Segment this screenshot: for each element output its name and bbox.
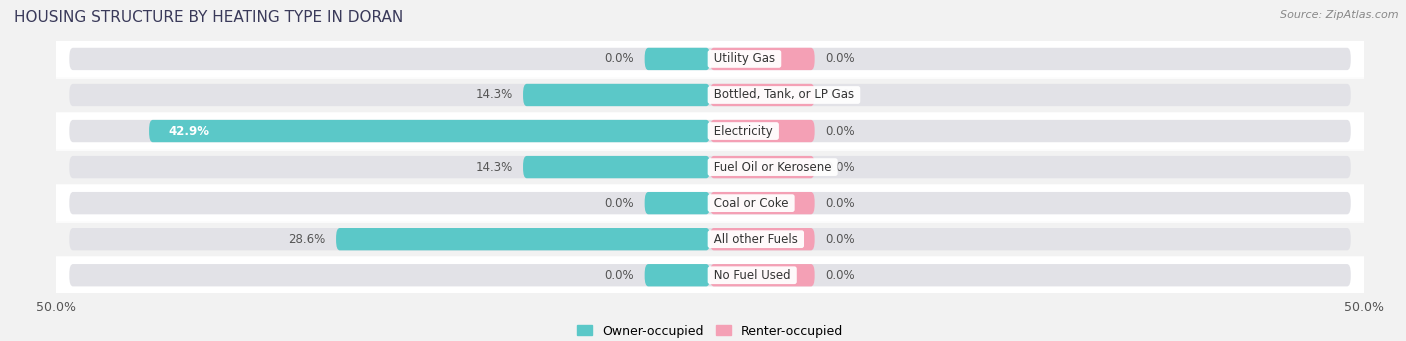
FancyBboxPatch shape [69,48,1351,70]
Text: Coal or Coke: Coal or Coke [710,197,792,210]
Text: 0.0%: 0.0% [825,89,855,102]
Bar [30,185,1391,221]
Bar [30,77,1391,113]
Text: Utility Gas: Utility Gas [710,53,779,65]
Text: 0.0%: 0.0% [825,161,855,174]
Text: HOUSING STRUCTURE BY HEATING TYPE IN DORAN: HOUSING STRUCTURE BY HEATING TYPE IN DOR… [14,10,404,25]
FancyBboxPatch shape [644,192,710,214]
FancyBboxPatch shape [710,264,814,286]
FancyBboxPatch shape [710,156,814,178]
FancyBboxPatch shape [523,84,710,106]
Text: 0.0%: 0.0% [825,124,855,137]
Text: 14.3%: 14.3% [475,89,513,102]
FancyBboxPatch shape [644,48,710,70]
FancyBboxPatch shape [710,192,814,214]
Text: No Fuel Used: No Fuel Used [710,269,794,282]
FancyBboxPatch shape [523,156,710,178]
Text: 42.9%: 42.9% [169,124,209,137]
Text: Electricity: Electricity [710,124,776,137]
FancyBboxPatch shape [69,264,1351,286]
Text: 0.0%: 0.0% [605,269,634,282]
Text: Bottled, Tank, or LP Gas: Bottled, Tank, or LP Gas [710,89,858,102]
FancyBboxPatch shape [710,84,814,106]
Bar [30,257,1391,293]
FancyBboxPatch shape [69,84,1351,106]
FancyBboxPatch shape [336,228,710,250]
Bar [30,113,1391,149]
Text: 0.0%: 0.0% [605,197,634,210]
Text: Source: ZipAtlas.com: Source: ZipAtlas.com [1281,10,1399,20]
Text: 28.6%: 28.6% [288,233,326,246]
Text: 14.3%: 14.3% [475,161,513,174]
FancyBboxPatch shape [69,228,1351,250]
FancyBboxPatch shape [644,264,710,286]
Text: All other Fuels: All other Fuels [710,233,801,246]
FancyBboxPatch shape [149,120,710,142]
FancyBboxPatch shape [69,156,1351,178]
Bar [30,221,1391,257]
FancyBboxPatch shape [69,120,1351,142]
Text: 0.0%: 0.0% [825,269,855,282]
Text: 0.0%: 0.0% [825,233,855,246]
FancyBboxPatch shape [710,228,814,250]
Text: Fuel Oil or Kerosene: Fuel Oil or Kerosene [710,161,835,174]
Bar [30,149,1391,185]
FancyBboxPatch shape [710,48,814,70]
Text: 0.0%: 0.0% [825,197,855,210]
FancyBboxPatch shape [710,120,814,142]
Text: 0.0%: 0.0% [825,53,855,65]
FancyBboxPatch shape [69,192,1351,214]
Text: 0.0%: 0.0% [605,53,634,65]
Legend: Owner-occupied, Renter-occupied: Owner-occupied, Renter-occupied [572,320,848,341]
Bar [30,41,1391,77]
